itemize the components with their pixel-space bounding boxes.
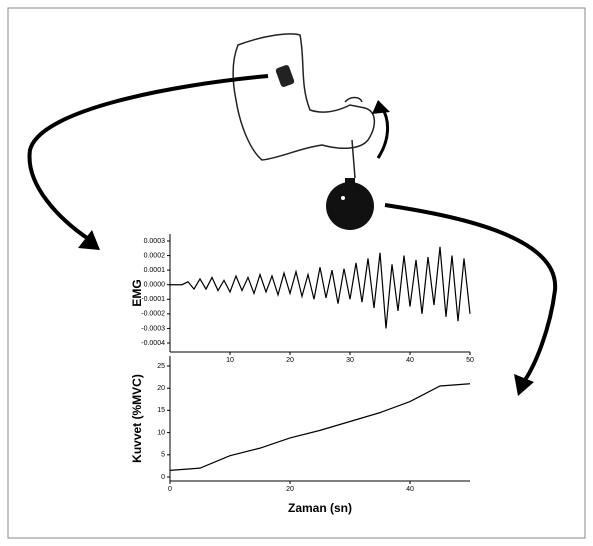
series-line [169, 383, 471, 471]
y-axis-label: Kuvvet (%MVC) [130, 374, 144, 463]
series-line [170, 246, 471, 329]
x-tick-label: 30 [346, 357, 354, 364]
y-tick-label: 0.0003 [144, 238, 166, 245]
electrode [275, 65, 295, 87]
arrowheads [78, 100, 534, 396]
weight-highlight [341, 196, 345, 200]
x-tick-label: 50 [466, 357, 474, 364]
y-tick-label: 10 [157, 429, 165, 436]
y-tick-label: 0.0001 [144, 267, 166, 274]
x-tick-label: 10 [226, 357, 234, 364]
x-tick-label: 20 [286, 486, 294, 493]
charts: 0.0003 0.0002 0.0001 0.0000 -0.0001 -0.0002 -0… [130, 234, 474, 515]
y-tick-label: -0.0001 [141, 296, 165, 303]
y-tick-label: -0.0004 [141, 340, 165, 347]
y-tick-label: 20 [157, 385, 165, 392]
y-tick-label: 0.0000 [144, 282, 166, 289]
arm-illustration [232, 33, 376, 179]
x-tick-label: 40 [406, 486, 414, 493]
y-axis-label: EMG [130, 279, 144, 306]
x-axis-label: Zaman (sn) [288, 501, 352, 515]
y-tick-label: 25 [157, 363, 165, 370]
y-tick-label: 15 [157, 407, 165, 414]
weight-handle [345, 178, 355, 184]
weight [326, 182, 374, 230]
y-tick-label: 5 [161, 452, 165, 459]
x-tick-label: 40 [406, 357, 414, 364]
y-tick-label: -0.0002 [141, 311, 165, 318]
y-tick-label: -0.0003 [141, 325, 165, 332]
x-tick-label: 0 [168, 486, 172, 493]
y-tick-label: 0 [161, 474, 165, 481]
x-tick-label: 20 [286, 357, 294, 364]
y-tick-label: 0.0002 [144, 252, 166, 259]
